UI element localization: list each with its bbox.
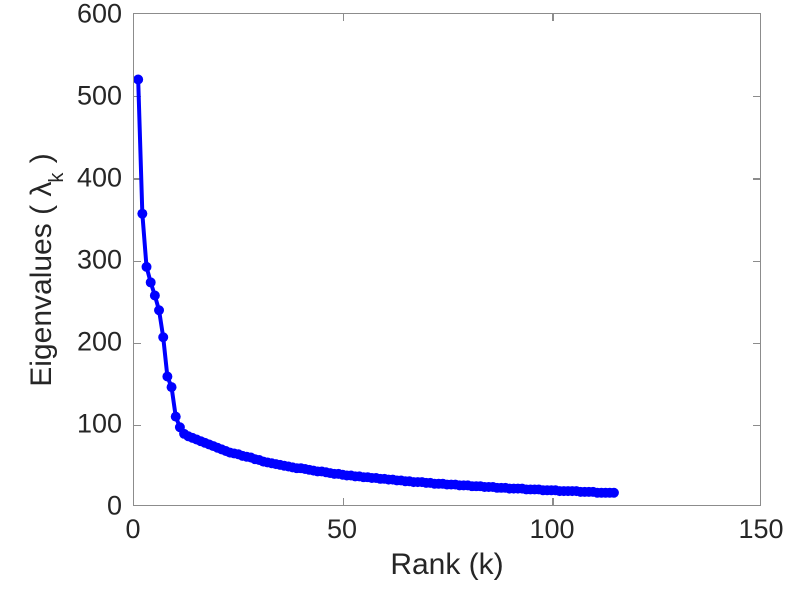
series-line-eigenvalues — [136, 77, 616, 495]
y-tick-right-100 — [753, 424, 760, 427]
data-point — [141, 261, 152, 272]
y-tick-label-600: 600 — [76, 0, 122, 29]
data-point — [154, 305, 165, 316]
y-tick-label-200: 200 — [76, 326, 122, 357]
data-point — [134, 74, 144, 85]
y-tick-right-500 — [753, 96, 760, 98]
plot-area — [133, 13, 761, 506]
y-tick-right-200 — [753, 342, 760, 344]
data-point — [158, 332, 169, 343]
x-tick-bottom-100 — [552, 498, 554, 505]
data-point — [137, 208, 148, 219]
data-point — [145, 277, 156, 288]
y-tick-label-100: 100 — [76, 408, 122, 439]
y-axis-tick-labels: 0 100 200 300 400 500 600 — [0, 0, 122, 600]
y-axis-title: Eigenvalues ( λk ) — [24, 153, 68, 387]
x-axis-title: Rank (k) — [390, 548, 504, 581]
lambda-subscript: k — [45, 172, 68, 183]
lambda-symbol: λ — [24, 181, 58, 197]
y-axis-title-wrapper: Eigenvalues ( λk ) — [24, 0, 68, 550]
x-tick-bottom-50 — [342, 498, 344, 505]
x-tick-label-0: 0 — [125, 514, 141, 544]
x-tick-label-50: 50 — [326, 514, 358, 544]
data-point — [608, 487, 619, 498]
y-tick-label-300: 300 — [76, 244, 122, 275]
series-markers-eigenvalues — [134, 74, 619, 498]
x-tick-top-100 — [552, 14, 554, 21]
y-tick-left-400 — [134, 178, 141, 180]
eigenvalue-curve — [134, 74, 619, 498]
data-point — [166, 382, 177, 393]
x-tick-label-150: 150 — [738, 514, 784, 544]
y-tick-right-300 — [753, 260, 760, 262]
x-tick-label-100: 100 — [529, 514, 575, 544]
y-tick-label-500: 500 — [76, 80, 122, 111]
y-tick-left-100 — [134, 424, 141, 427]
y-tick-label-0: 0 — [106, 490, 122, 521]
y-tick-left-300 — [134, 260, 141, 262]
y-axis-title-suffix: ) — [24, 153, 58, 172]
y-tick-label-400: 400 — [76, 162, 122, 193]
y-tick-left-200 — [134, 342, 141, 344]
y-tick-right-400 — [753, 178, 760, 180]
y-axis-title-prefix: Eigenvalues ( — [24, 196, 58, 387]
data-point — [162, 371, 173, 382]
x-tick-top-50 — [342, 14, 344, 21]
data-point — [149, 290, 160, 301]
data-point — [170, 411, 181, 422]
